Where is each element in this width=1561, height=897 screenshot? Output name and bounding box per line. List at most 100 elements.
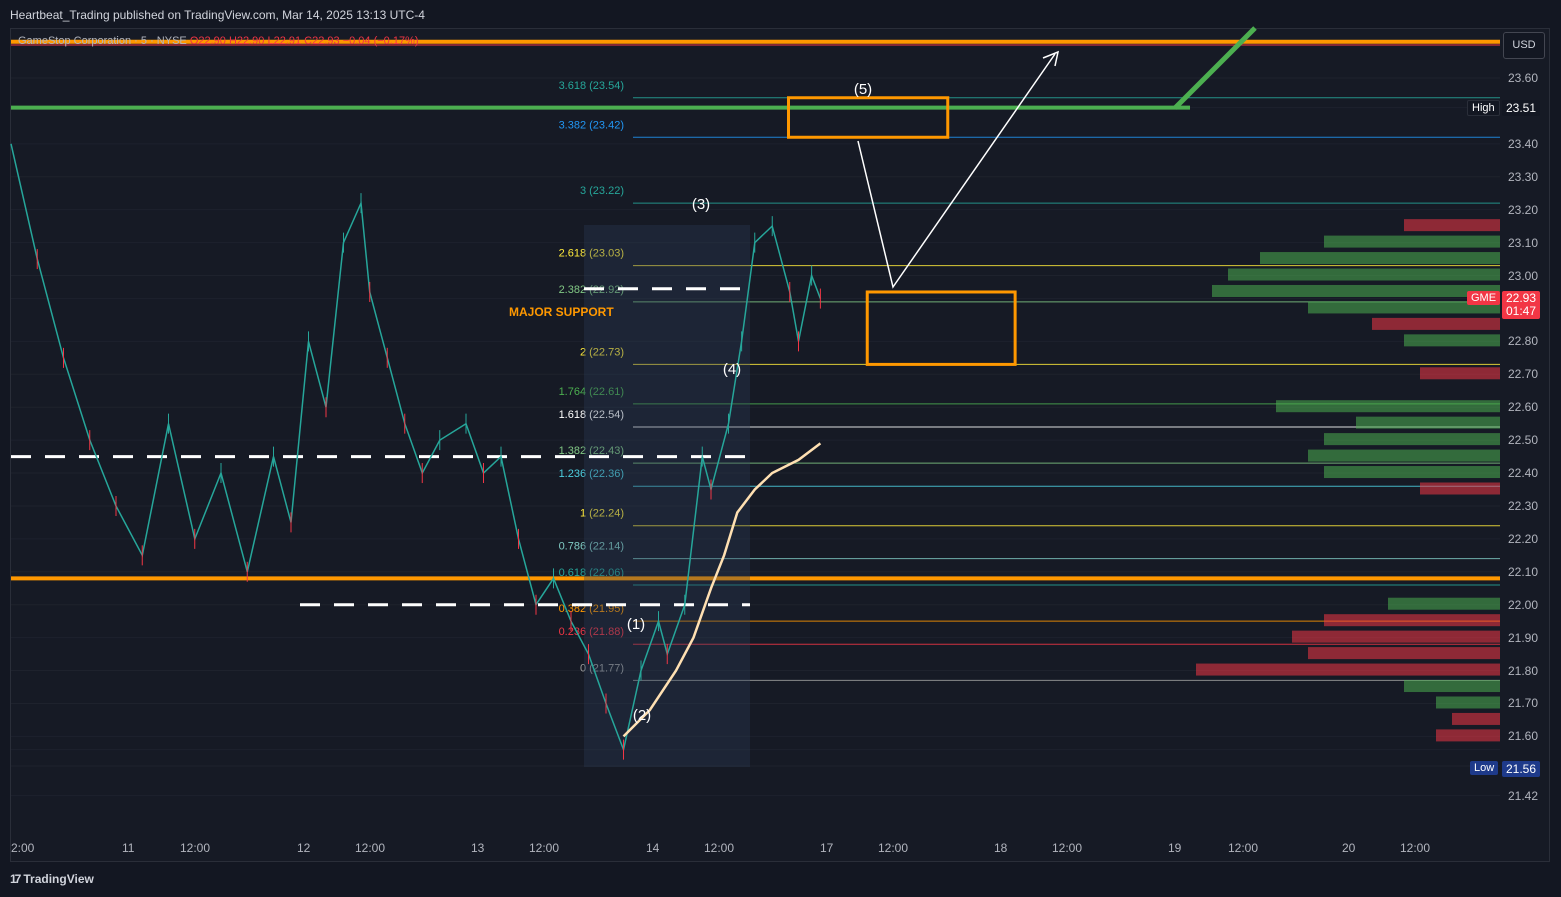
high-price-value: 23.51 <box>1506 101 1537 115</box>
volume-profile-bar <box>1372 317 1500 330</box>
price-tick: 22.20 <box>1508 531 1539 546</box>
time-tick: 12:00 <box>1228 841 1259 855</box>
volume-profile-bar <box>1308 647 1500 660</box>
chart-pane[interactable] <box>10 28 1550 862</box>
ticker-label: GME <box>1471 292 1497 304</box>
trend-line <box>1173 26 1257 110</box>
publisher-line: Heartbeat_Trading published on TradingVi… <box>10 8 425 22</box>
fib-level-label: 1.618 (22.54) <box>559 409 624 421</box>
fib-level-label: 0 (21.77) <box>580 662 624 674</box>
low-marker: Low <box>1470 761 1499 775</box>
currency-button[interactable]: USD <box>1503 32 1545 59</box>
time-tick: 19 <box>1168 841 1182 855</box>
price-tick: 23.40 <box>1508 136 1539 151</box>
price-tick: 23.10 <box>1508 235 1539 250</box>
vwap-line <box>622 442 822 738</box>
high-price-badge: 23.51 <box>1502 100 1541 116</box>
wave4-support-box <box>865 290 1017 366</box>
time-tick: 20 <box>1342 841 1356 855</box>
wave5-target-box <box>787 96 950 139</box>
high-marker: High <box>1467 100 1500 116</box>
time-tick: 12 <box>297 841 311 855</box>
top-bar: Heartbeat_Trading published on TradingVi… <box>0 0 1561 28</box>
time-tick: 18 <box>994 841 1008 855</box>
arrow-head-icon <box>1042 50 1060 67</box>
volume-profile-bar <box>1420 367 1500 380</box>
price-axis[interactable]: 23.60 23.40 23.30 23.20 23.10 23.00 22.80 22.70… <box>1500 60 1561 840</box>
volume-profile-bar <box>1404 680 1500 693</box>
price-tick: 22.30 <box>1508 498 1539 513</box>
time-tick: 12:00 <box>704 841 735 855</box>
tradingview-logo[interactable]: 17 TradingView <box>10 872 94 886</box>
wave-label: (1) <box>627 616 645 633</box>
symbol-name: GameStop Corporation · 5 · NYSE <box>18 35 187 47</box>
last-price-value: 22.93 <box>1506 291 1537 305</box>
volume-profile-bar <box>1452 712 1500 725</box>
volume-profile-bar <box>1308 449 1500 462</box>
projection-arrow <box>857 53 1056 289</box>
time-tick: 2:00 <box>11 841 35 855</box>
volume-profile-bar <box>1196 663 1500 676</box>
price-tick: 22.70 <box>1508 367 1539 382</box>
time-tick: 12:00 <box>180 841 211 855</box>
price-tick: 21.70 <box>1508 696 1539 711</box>
price-tick: 22.50 <box>1508 433 1539 448</box>
time-tick: 13 <box>471 841 485 855</box>
bar-countdown: 01:47 <box>1506 304 1537 318</box>
fib-level-label: 2 (22.73) <box>580 346 624 358</box>
volume-profile-bar <box>1356 416 1500 429</box>
wave-label: (3) <box>692 196 710 213</box>
volume-profile-bar <box>1324 614 1500 627</box>
volume-profile-bar <box>1404 334 1500 347</box>
price-tick: 21.80 <box>1508 663 1539 678</box>
time-tick: 11 <box>122 841 135 855</box>
time-tick: 14 <box>646 841 660 855</box>
fib-level-label: 1.764 (22.61) <box>559 386 624 398</box>
fib-level-label: 1.236 (22.36) <box>559 468 624 480</box>
low-label: Low <box>1474 762 1495 774</box>
time-tick: 12:00 <box>1052 841 1083 855</box>
fib-level-label: 0.618 (22.06) <box>559 567 624 579</box>
price-tick: 22.60 <box>1508 400 1539 415</box>
symbol-legend[interactable]: GameStop Corporation · 5 · NYSE O22.90 H… <box>18 35 419 47</box>
price-tick: 22.40 <box>1508 466 1539 481</box>
last-price-badge: 22.93 01:47 <box>1502 291 1541 319</box>
volume-profile-bar <box>1292 630 1500 643</box>
volume-profile-bar <box>1324 235 1500 248</box>
time-tick: 12:00 <box>529 841 560 855</box>
wave-label: (2) <box>633 707 651 724</box>
ticker-badge: GME <box>1467 291 1501 305</box>
price-tick: 22.80 <box>1508 334 1539 349</box>
price-tick: 21.42 <box>1508 788 1539 803</box>
fib-level-label: 3 (23.22) <box>580 185 624 197</box>
volume-profile-bar <box>1212 284 1500 297</box>
volume-profile-bar <box>1420 482 1500 495</box>
volume-profile-bar <box>1324 466 1500 479</box>
price-tick: 22.10 <box>1508 564 1539 579</box>
price-tick: 21.60 <box>1508 729 1539 744</box>
tradingview-logo-text: TradingView <box>23 872 94 886</box>
fib-level-label: 2.618 (23.03) <box>559 248 624 260</box>
price-tick: 23.20 <box>1508 202 1539 217</box>
volume-profile-bar <box>1260 252 1500 265</box>
date-range-highlight <box>584 225 750 767</box>
fib-level-label: 0.786 (22.14) <box>559 541 624 553</box>
volume-profile-bar <box>1276 400 1500 413</box>
wave-label: (4) <box>723 361 741 378</box>
wave-label: (5) <box>854 81 872 98</box>
major-support-label: MAJOR SUPPORT <box>509 305 614 319</box>
volume-profile-bar <box>1388 597 1500 610</box>
price-tick: 23.30 <box>1508 169 1539 184</box>
tradingview-logo-icon: 17 <box>10 872 21 886</box>
volume-profile-bar <box>1324 433 1500 446</box>
fib-level-label: 1.382 (22.43) <box>559 445 624 457</box>
price-tick: 21.90 <box>1508 630 1539 645</box>
ohlc-values: O22.90 H22.90 L22.91 C22.93 −0.04 (−0.17… <box>189 35 419 47</box>
fib-level-label: 3.382 (23.42) <box>559 119 624 131</box>
volume-profile-bar <box>1436 729 1500 742</box>
low-price-badge: 21.56 <box>1502 761 1541 777</box>
price-tick: 23.00 <box>1508 268 1539 283</box>
volume-profile-bar <box>1436 696 1500 709</box>
high-label: High <box>1472 102 1495 114</box>
